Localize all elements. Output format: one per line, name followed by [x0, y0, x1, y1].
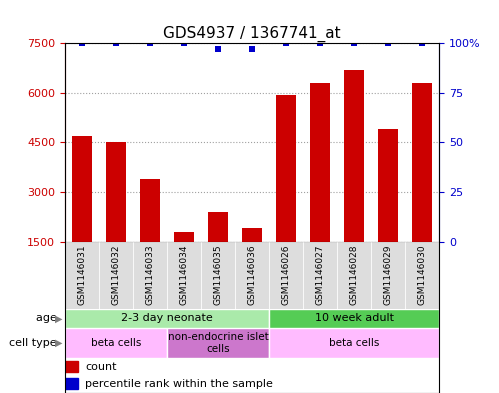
Bar [269, 328, 439, 358]
Text: 10 week adult: 10 week adult [314, 313, 394, 323]
Bar [303, 242, 337, 309]
Bar [242, 228, 262, 242]
Bar [344, 70, 364, 242]
Bar [167, 328, 269, 358]
Text: GSM1146035: GSM1146035 [214, 245, 223, 305]
Bar [208, 212, 228, 242]
Bar [269, 309, 439, 328]
Bar [65, 309, 269, 328]
Bar [72, 136, 92, 242]
Bar [65, 242, 99, 309]
Text: 2-3 day neonate: 2-3 day neonate [121, 313, 213, 323]
Bar [99, 242, 133, 309]
Text: GSM1146026: GSM1146026 [281, 245, 290, 305]
Bar [140, 179, 160, 242]
Text: GSM1146036: GSM1146036 [248, 245, 256, 305]
Text: GSM1146027: GSM1146027 [315, 245, 324, 305]
Text: GSM1146028: GSM1146028 [350, 245, 359, 305]
Bar [106, 142, 126, 242]
Text: GSM1146032: GSM1146032 [111, 245, 120, 305]
Bar [405, 242, 439, 309]
Bar [378, 129, 398, 242]
Text: GSM1146031: GSM1146031 [77, 245, 86, 305]
Bar [174, 232, 194, 242]
Text: age: age [35, 313, 60, 323]
Text: GSM1146030: GSM1146030 [418, 245, 427, 305]
Text: ▶: ▶ [55, 313, 62, 323]
Text: percentile rank within the sample: percentile rank within the sample [85, 379, 273, 389]
Bar [65, 378, 78, 389]
Bar [371, 242, 405, 309]
Text: GSM1146033: GSM1146033 [145, 245, 154, 305]
Text: cell type: cell type [9, 338, 60, 348]
Bar [276, 94, 296, 242]
Bar [65, 361, 78, 373]
Text: beta cells: beta cells [329, 338, 379, 348]
Text: ▶: ▶ [55, 338, 62, 348]
Bar [133, 242, 167, 309]
Bar [167, 242, 201, 309]
Text: GSM1146029: GSM1146029 [384, 245, 393, 305]
Text: GSM1146034: GSM1146034 [180, 245, 189, 305]
Bar [310, 83, 330, 242]
Text: count: count [85, 362, 117, 372]
Bar [235, 242, 269, 309]
Bar [269, 242, 303, 309]
Text: beta cells: beta cells [91, 338, 141, 348]
Bar [65, 328, 167, 358]
Bar [337, 242, 371, 309]
Bar [201, 242, 235, 309]
Text: non-endocrine islet
cells: non-endocrine islet cells [168, 332, 268, 354]
Title: GDS4937 / 1367741_at: GDS4937 / 1367741_at [163, 26, 341, 42]
Bar [412, 83, 432, 242]
